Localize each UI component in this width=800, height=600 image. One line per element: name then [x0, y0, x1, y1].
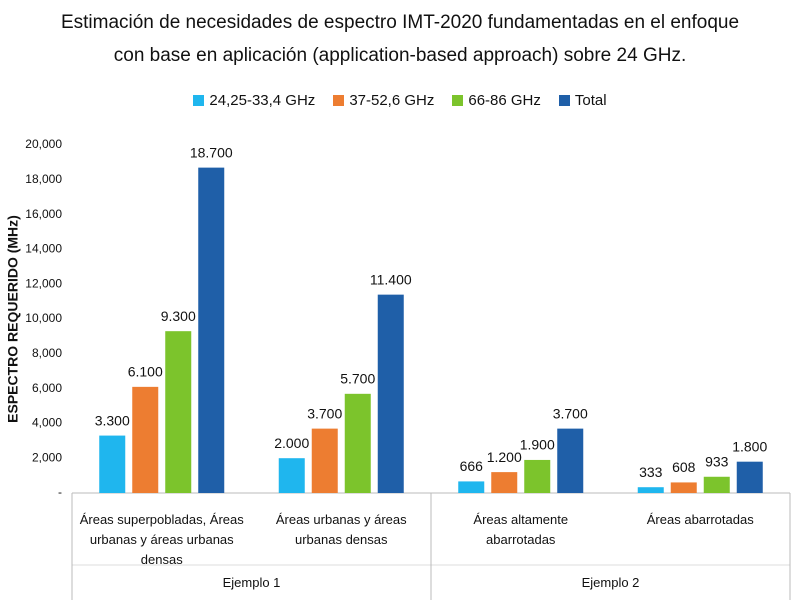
legend-item: 66-86 GHz — [452, 92, 541, 109]
bar — [278, 458, 305, 493]
y-axis-label: ESPECTRO REQUERIDO (MHz) — [5, 215, 21, 423]
legend-item: 37-52,6 GHz — [333, 92, 434, 109]
legend-label: 37-52,6 GHz — [349, 92, 435, 109]
bar — [198, 167, 225, 493]
x-tick-label: Áreas abarrotadas — [646, 512, 754, 527]
legend-item: Total — [558, 92, 607, 109]
y-tick-label: 14,000 — [25, 242, 62, 256]
y-tick-label: 6,000 — [32, 381, 62, 395]
data-label: 6.100 — [128, 364, 163, 380]
bar — [491, 472, 518, 493]
data-label: 9.300 — [161, 308, 196, 324]
data-label: 18.700 — [190, 144, 233, 160]
group-label: Ejemplo 1 — [222, 575, 281, 590]
bar — [458, 481, 485, 493]
data-label: 3.300 — [95, 412, 130, 428]
y-tick-label: 18,000 — [25, 172, 62, 186]
data-label: 2.000 — [274, 435, 309, 451]
legend-swatch — [452, 95, 464, 106]
y-tick-label: 4,000 — [32, 416, 62, 430]
bar — [637, 487, 664, 493]
legend-label: Total — [574, 92, 607, 109]
bar — [377, 294, 404, 493]
data-label: 666 — [460, 458, 484, 474]
bar — [344, 393, 371, 493]
x-tick-label: Áreas superpobladas, Áreas urbanas y áre… — [79, 512, 244, 567]
data-label: 3.700 — [307, 405, 342, 421]
bar — [524, 459, 551, 493]
bar — [736, 461, 763, 493]
y-tick-label: 8,000 — [32, 346, 62, 360]
legend-swatch — [193, 95, 205, 106]
bar — [165, 331, 192, 493]
y-tick-label: 10,000 — [25, 311, 62, 325]
legend-label: 24,25-33,4 GHz — [209, 92, 316, 109]
data-label: 608 — [672, 459, 696, 475]
legend-swatch — [333, 95, 345, 106]
legend-swatch — [558, 95, 570, 106]
data-label: 3.700 — [553, 405, 588, 421]
data-label: 333 — [639, 464, 663, 480]
group-label: Ejemplo 2 — [581, 575, 640, 590]
bar — [557, 428, 584, 493]
bar — [99, 435, 126, 493]
x-tick-label: Áreas urbanas y áreas urbanas densas — [275, 512, 407, 547]
data-label: 1.900 — [520, 437, 555, 453]
legend: 24,25-33,4 GHz 37-52,6 GHz 66-86 GHz Total — [0, 92, 800, 109]
y-tick-label: 2,000 — [32, 450, 62, 464]
y-tick-label: 12,000 — [25, 276, 62, 290]
bar — [670, 482, 697, 493]
chart-title: Estimación de necesidades de espectro IM… — [60, 12, 740, 66]
y-tick-label: 20,000 — [25, 137, 62, 151]
bar — [311, 428, 338, 493]
bar — [132, 386, 159, 493]
y-tick-label: - — [58, 485, 62, 499]
y-tick-label: 16,000 — [25, 207, 62, 221]
x-tick-label: Áreas altamente abarrotadas — [473, 512, 569, 547]
data-label: 5.700 — [340, 371, 375, 387]
data-label: 11.400 — [370, 271, 412, 287]
data-label: 933 — [705, 453, 729, 469]
data-label: 1.200 — [487, 449, 522, 465]
legend-item: 24,25-33,4 GHz — [193, 92, 315, 109]
data-label: 1.800 — [732, 438, 767, 454]
legend-label: 66-86 GHz — [468, 92, 541, 109]
bar — [703, 476, 730, 493]
